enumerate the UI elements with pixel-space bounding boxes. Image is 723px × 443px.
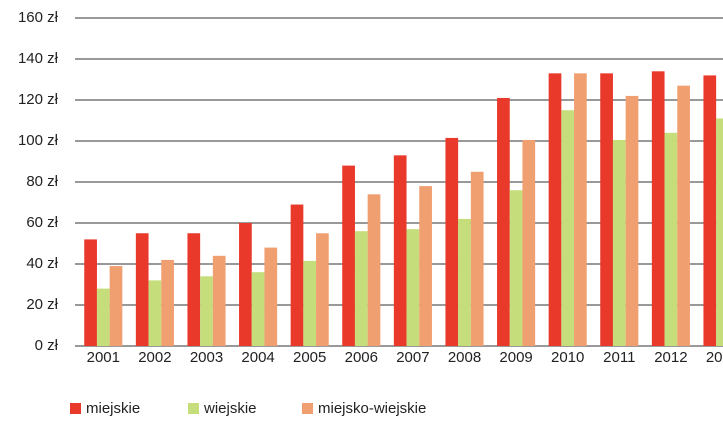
bar bbox=[200, 276, 213, 346]
y-tick-label: 120 zł bbox=[18, 91, 59, 108]
x-tick-label: 2007 bbox=[396, 349, 429, 366]
bar bbox=[239, 223, 252, 346]
bar bbox=[497, 97, 510, 346]
bar bbox=[187, 233, 201, 346]
bar bbox=[677, 85, 690, 347]
x-tick-label: 2009 bbox=[499, 349, 532, 366]
y-tick-label: 140 zł bbox=[18, 50, 59, 67]
x-tick-label: 2012 bbox=[654, 349, 687, 366]
bar bbox=[445, 137, 459, 346]
bar bbox=[84, 239, 97, 346]
bar bbox=[290, 204, 304, 346]
x-tick-label: 2011 bbox=[603, 349, 635, 366]
bar bbox=[135, 233, 149, 346]
bar bbox=[406, 229, 420, 346]
bar bbox=[354, 231, 368, 346]
y-tick-label: 20 zł bbox=[26, 296, 58, 313]
bar bbox=[509, 190, 523, 346]
legend-swatch bbox=[188, 403, 199, 414]
bar bbox=[716, 118, 723, 346]
bar bbox=[367, 194, 381, 346]
bar bbox=[458, 218, 471, 346]
bar bbox=[342, 165, 355, 346]
bar bbox=[561, 110, 575, 346]
y-tick-label: 40 zł bbox=[26, 255, 58, 272]
x-tick-label: 2010 bbox=[551, 349, 584, 366]
y-tick-label: 100 zł bbox=[18, 132, 59, 149]
bar bbox=[470, 171, 484, 346]
x-tick-label: 2006 bbox=[345, 349, 378, 366]
x-tick-label: 2008 bbox=[448, 349, 481, 366]
bar bbox=[161, 259, 174, 346]
x-tick-label: 2013 bbox=[706, 349, 723, 366]
x-tick-label: 2005 bbox=[293, 349, 326, 366]
bar bbox=[574, 73, 587, 346]
bar bbox=[703, 75, 717, 347]
bar bbox=[664, 132, 678, 346]
bar bbox=[316, 233, 329, 346]
legend-swatch bbox=[70, 403, 81, 414]
legend-label: miejskie bbox=[86, 400, 140, 417]
bar bbox=[251, 272, 265, 346]
bar bbox=[651, 71, 665, 347]
bar bbox=[522, 139, 536, 346]
bar bbox=[625, 95, 639, 347]
x-tick-label: 2004 bbox=[241, 349, 274, 366]
y-tick-label: 160 zł bbox=[18, 9, 59, 26]
bar bbox=[264, 247, 278, 346]
x-tick-label: 2003 bbox=[190, 349, 223, 366]
bar bbox=[419, 186, 432, 346]
bar bbox=[109, 266, 123, 346]
bar bbox=[612, 139, 626, 346]
bar bbox=[548, 73, 562, 346]
bar bbox=[600, 73, 613, 346]
bar bbox=[303, 260, 317, 346]
legend-swatch bbox=[302, 403, 313, 414]
y-tick-label: 80 zł bbox=[26, 173, 58, 190]
bar bbox=[212, 255, 226, 346]
bar bbox=[393, 155, 407, 346]
legend-label: miejsko-wiejskie bbox=[318, 400, 426, 417]
x-tick-label: 2002 bbox=[138, 349, 171, 366]
bar bbox=[96, 288, 110, 346]
y-tick-label: 0 zł bbox=[35, 337, 59, 354]
legend-label: wiejskie bbox=[203, 400, 257, 417]
y-tick-label: 60 zł bbox=[26, 214, 58, 231]
bar bbox=[148, 280, 162, 346]
x-tick-label: 2001 bbox=[87, 349, 120, 366]
